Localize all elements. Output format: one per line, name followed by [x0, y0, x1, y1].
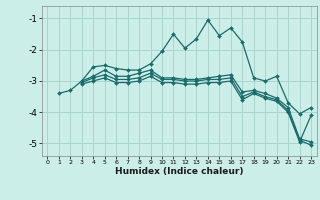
X-axis label: Humidex (Indice chaleur): Humidex (Indice chaleur) — [115, 167, 244, 176]
